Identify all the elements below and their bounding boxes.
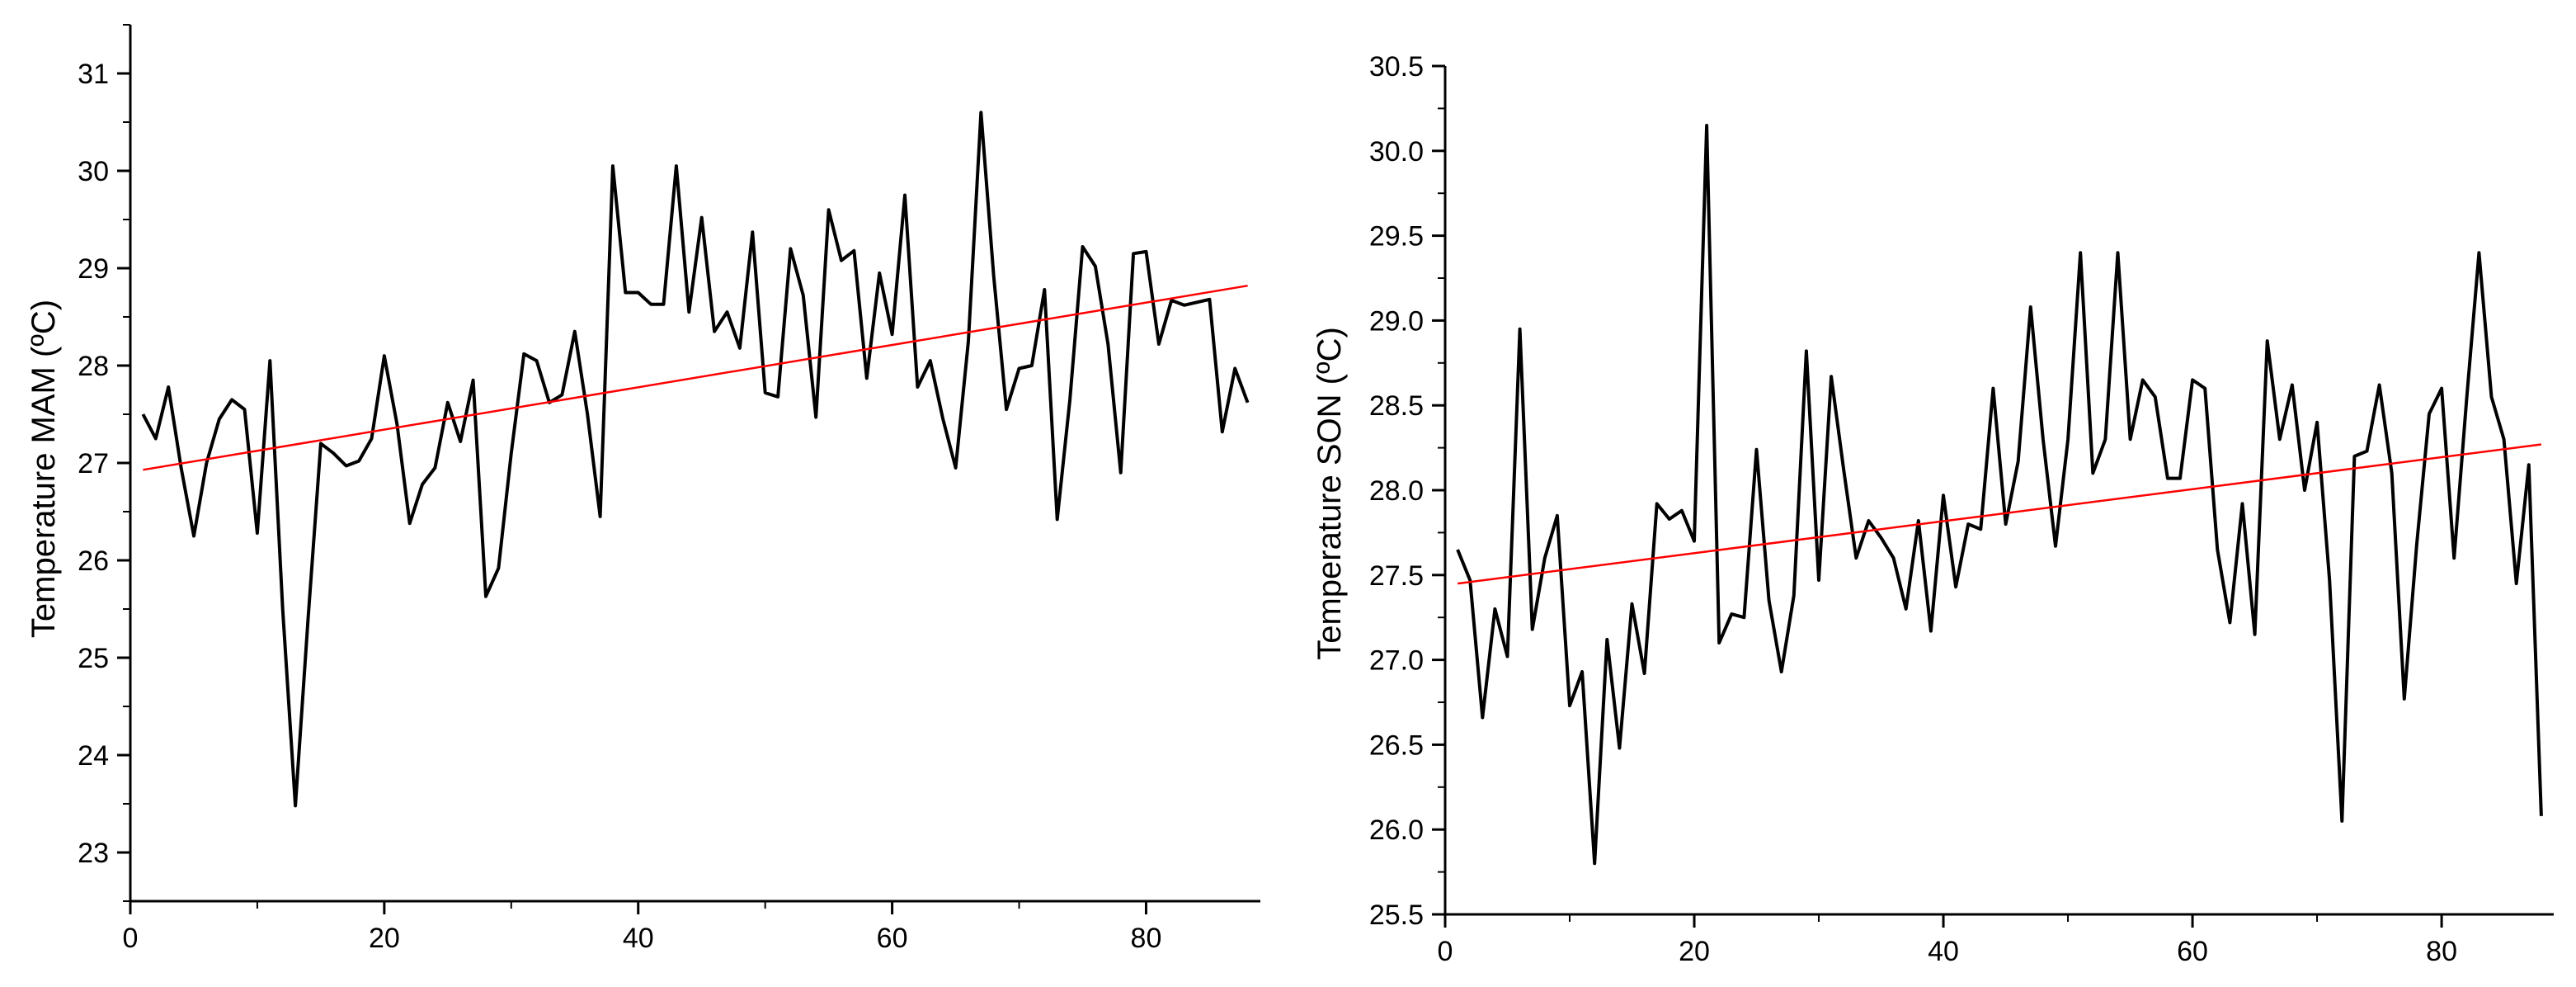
y-axis-title: Temperature MAM (ºC) <box>26 300 62 638</box>
y-tick-label: 27.0 <box>1369 645 1424 677</box>
y-tick-label: 29.5 <box>1369 221 1424 253</box>
y-tick-label: 28 <box>78 351 109 382</box>
y-tick-label: 27.5 <box>1369 560 1424 592</box>
y-tick-label: 26 <box>78 545 109 577</box>
y-tick-label: 29 <box>78 253 109 285</box>
y-tick-label: 28.5 <box>1369 390 1424 422</box>
y-tick-label: 28.0 <box>1369 475 1424 507</box>
temperature-series-line <box>1456 124 2543 866</box>
trend-line <box>1457 443 2542 585</box>
x-tick-label: 20 <box>1679 936 1710 967</box>
y-tick-label: 25 <box>78 643 109 674</box>
x-tick-label: 40 <box>1928 936 1959 967</box>
y-tick-label: 30.0 <box>1369 136 1424 168</box>
y-axis-title: Temperature SON (ºC) <box>1312 327 1348 660</box>
y-tick-label: 29.0 <box>1369 305 1424 337</box>
x-tick-label: 0 <box>123 923 139 954</box>
trend-line <box>143 284 1248 471</box>
chart-mam: Temperature MAM (ºC) 23 24 25 26 27 28 29 30 31 0… <box>26 24 1260 954</box>
y-tick-label: 23 <box>78 838 109 869</box>
x-tick-label: 40 <box>623 923 654 954</box>
x-tick-label: 20 <box>369 923 400 954</box>
y-tick-label: 30 <box>78 156 109 187</box>
x-tick-label: 60 <box>877 923 908 954</box>
y-tick-label: 24 <box>78 740 109 772</box>
x-tick-label: 80 <box>1131 923 1162 954</box>
x-tick-label: 60 <box>2177 936 2208 967</box>
temperature-series-line <box>141 111 1250 808</box>
y-tick-label: 27 <box>78 448 109 479</box>
y-tick-label: 31 <box>78 59 109 90</box>
x-tick-label: 80 <box>2426 936 2457 967</box>
x-tick-label: 0 <box>1438 936 1453 967</box>
y-tick-label: 26.5 <box>1369 730 1424 761</box>
y-tick-label: 26.0 <box>1369 815 1424 846</box>
y-tick-label: 25.5 <box>1369 900 1424 931</box>
y-tick-label: 30.5 <box>1369 51 1424 83</box>
chart-son: Temperature SON (ºC) 25.5 26.0 26.5 27.0 27.… <box>1312 51 2554 967</box>
